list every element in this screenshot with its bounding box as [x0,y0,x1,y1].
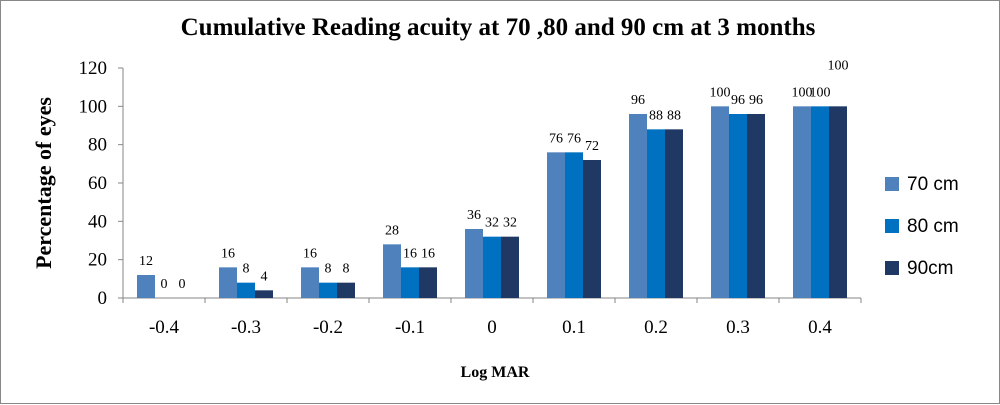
legend-label: 90cm [907,258,953,279]
data-label: 16 [303,246,317,261]
data-label: 88 [649,108,663,123]
data-label: 28 [385,223,399,238]
data-label: 100 [828,58,849,73]
data-label: 32 [503,216,517,231]
bar-group [137,106,847,298]
x-axis-label: Log MAR [461,364,530,381]
bar [319,282,337,298]
data-label: 76 [567,131,581,146]
bar [711,106,729,298]
bar [401,267,419,298]
x-tick-label: -0.3 [231,317,261,338]
data-label: 36 [467,208,481,223]
y-tick-label: 0 [98,288,108,309]
y-tick-label: 80 [88,135,107,156]
bar [629,114,647,298]
data-label: 72 [585,139,599,154]
x-tick-label: -0.4 [149,317,180,338]
x-tick-group: -0.4 -0.3 -0.2 -0.1 0 0.1 0.2 0.3 0.4 [122,298,862,338]
bar [337,282,355,298]
bar [237,282,255,298]
data-label: 0 [161,277,168,292]
x-tick-label: -0.1 [395,317,425,338]
y-tick-label: 20 [88,250,107,271]
bar [219,267,237,298]
bar [501,236,519,298]
bar [647,129,665,298]
y-tick-label: 60 [88,173,107,194]
data-label: 100 [710,85,731,100]
chart-title: Cumulative Reading acuity at 70 ,80 and … [181,14,816,41]
x-tick-label: 0.4 [808,317,832,338]
data-label: 8 [325,262,332,277]
y-tick-group: 0 20 40 60 80 100 120 [79,58,123,309]
bar [811,106,829,298]
legend-swatch [885,177,899,191]
x-tick-label: 0.1 [562,317,586,338]
bar [729,114,747,298]
y-tick-label: 120 [79,58,108,79]
bar [583,160,601,298]
legend-label: 70 cm [907,174,959,195]
x-tick-label: 0.2 [644,317,668,338]
x-tick-label: 0 [487,317,497,338]
data-label: 96 [731,93,745,108]
data-label: 32 [485,216,499,231]
data-label: 100 [810,85,831,100]
bar [483,236,501,298]
x-tick-label: -0.2 [313,317,343,338]
bar [793,106,811,298]
bar [547,152,565,298]
data-label: 12 [139,254,153,269]
y-axis-label: Percentage of eyes [31,97,56,269]
data-label: 16 [403,246,417,261]
bar [255,290,273,298]
bar [419,267,437,298]
data-label: 16 [421,246,435,261]
bar [383,244,401,298]
legend-label: 80 cm [907,216,959,237]
y-tick-label: 40 [88,211,107,232]
bar [565,152,583,298]
bar [465,229,483,298]
x-tick-label: 0.3 [726,317,750,338]
data-label: 4 [261,269,268,284]
data-label: 96 [631,93,645,108]
data-label: 0 [179,277,186,292]
legend-swatch [885,261,899,275]
legend: 70 cm 80 cm 90cm [885,174,959,279]
y-tick-label: 100 [79,96,108,117]
data-label: 76 [549,131,563,146]
data-label: 96 [749,93,763,108]
data-label: 100 [792,85,813,100]
bar [665,129,683,298]
data-label: 88 [667,108,681,123]
data-label: 8 [243,262,250,277]
data-label: 8 [343,262,350,277]
data-label: 16 [221,246,235,261]
bar [747,114,765,298]
bar [137,275,155,298]
legend-swatch [885,219,899,233]
bar [829,106,847,298]
bar [301,267,319,298]
